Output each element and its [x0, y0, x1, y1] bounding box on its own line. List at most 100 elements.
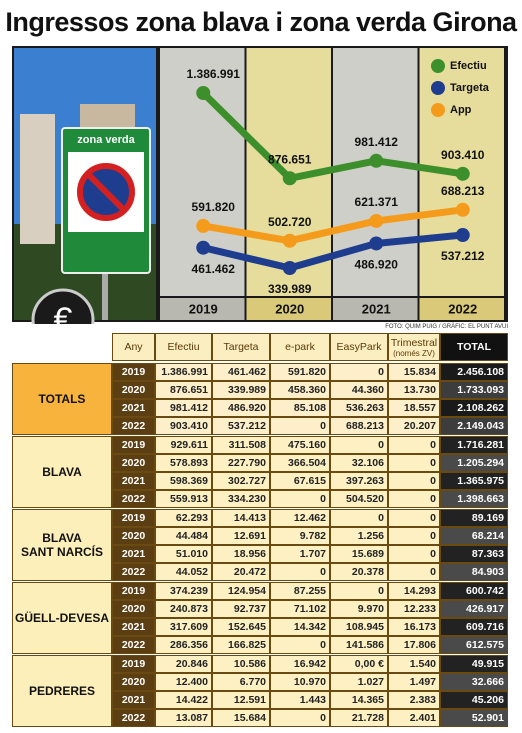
value-cell: 12.462 — [270, 509, 330, 527]
value-cell: 600.742 — [440, 582, 508, 600]
data-label: 981.412 — [355, 135, 399, 149]
value-cell: 14.293 — [388, 582, 440, 600]
value-cell: 20.378 — [330, 563, 388, 581]
x-label-band — [333, 298, 418, 320]
value-cell: 0 — [270, 563, 330, 581]
value-cell: 0 — [270, 490, 330, 508]
value-cell: 20.846 — [155, 655, 212, 673]
value-cell: 0 — [330, 363, 388, 381]
value-cell: 68.214 — [440, 527, 508, 545]
x-label-band — [419, 298, 504, 320]
value-cell: 1.733.093 — [440, 381, 508, 399]
value-cell: 317.609 — [155, 618, 212, 636]
value-cell: 20.472 — [212, 563, 270, 581]
header-cell: Targeta — [212, 333, 270, 361]
header-text: e-park — [285, 341, 315, 353]
value-cell: 9.782 — [270, 527, 330, 545]
value-cell: 0 — [388, 436, 440, 454]
value-cell: 10.586 — [212, 655, 270, 673]
value-cell: 21.728 — [330, 709, 388, 727]
x-label-band — [246, 298, 331, 320]
header-cell: TOTAL — [440, 333, 508, 361]
data-label: 688.213 — [441, 184, 485, 198]
group-name: BLAVA — [12, 436, 112, 508]
value-cell: 85.108 — [270, 399, 330, 417]
value-cell: 108.945 — [330, 618, 388, 636]
header-text: Efectiu — [167, 341, 200, 353]
point — [196, 86, 211, 100]
value-cell: 13.730 — [388, 381, 440, 399]
group: PEDRERES 2019 20.846 10.586 16.942 0,00 €1.54… — [12, 655, 508, 727]
table-row: 2020 44.484 12.691 9.782 1.256 0 68.214 — [112, 527, 508, 545]
point — [282, 261, 297, 275]
value-cell: 0,00 € — [330, 655, 388, 673]
year-cell: 2021 — [112, 545, 155, 563]
value-cell: 49.915 — [440, 655, 508, 673]
point — [282, 233, 297, 248]
year-cell: 2020 — [112, 381, 155, 399]
table-row: 2022 44.052 20.472 0 20.378 0 84.903 — [112, 563, 508, 581]
point — [196, 240, 211, 255]
table-row: 2020 12.400 6.770 10.970 1.027 1.497 32.666 — [112, 673, 508, 691]
table-row: 2019 1.386.991 461.462 591.820 0 15.834 2.456.… — [112, 363, 508, 381]
year-cell: 2019 — [112, 436, 155, 454]
point — [369, 236, 384, 251]
photo-building — [20, 114, 55, 244]
series-line — [200, 90, 464, 182]
value-cell: 16.173 — [388, 618, 440, 636]
value-cell: 1.365.975 — [440, 472, 508, 490]
value-cell: 0 — [330, 436, 388, 454]
data-label: 621.371 — [355, 195, 399, 209]
value-cell: 458.360 — [270, 381, 330, 399]
legend-label: Targeta — [450, 82, 490, 94]
x-tick-label: 2019 — [189, 301, 218, 316]
data-label: 339.989 — [268, 282, 312, 296]
group-rows: 2019 374.239 124.954 87.255 0 14.293 600.742 20… — [112, 582, 508, 654]
point — [196, 218, 211, 233]
value-cell: 1.707 — [270, 545, 330, 563]
table-row: 2019 374.239 124.954 87.255 0 14.293 600.742 — [112, 582, 508, 600]
year-cell: 2019 — [112, 655, 155, 673]
year-cell: 2020 — [112, 600, 155, 618]
year-cell: 2019 — [112, 582, 155, 600]
table-row: 2021 51.010 18.956 1.707 15.689 0 87.363 — [112, 545, 508, 563]
value-cell: 18.557 — [388, 399, 440, 417]
value-cell: 397.263 — [330, 472, 388, 490]
value-cell: 0 — [388, 472, 440, 490]
value-cell: 71.102 — [270, 600, 330, 618]
table-row: 2019 929.611 311.508 475.160 0 0 1.716.281 — [112, 436, 508, 454]
value-cell: 12.691 — [212, 527, 270, 545]
value-cell: 62.293 — [155, 509, 212, 527]
data-label: 537.212 — [441, 249, 485, 263]
table-row: 2019 20.846 10.586 16.942 0,00 €1.540 49.915 — [112, 655, 508, 673]
value-cell: 486.920 — [212, 399, 270, 417]
value-cell: 6.770 — [212, 673, 270, 691]
value-cell: 16.942 — [270, 655, 330, 673]
value-cell: 15.834 — [388, 363, 440, 381]
group-name: GÜELL-DEVESA — [12, 582, 112, 654]
group-rows: 2019 62.293 14.413 12.462 0 0 89.169 2020 44.484… — [112, 509, 508, 581]
value-cell: 504.520 — [330, 490, 388, 508]
point — [369, 213, 384, 228]
value-cell: 12.233 — [388, 600, 440, 618]
value-cell: 14.342 — [270, 618, 330, 636]
value-cell: 92.737 — [212, 600, 270, 618]
value-cell: 537.212 — [212, 417, 270, 435]
value-cell: 0 — [388, 563, 440, 581]
year-cell: 2022 — [112, 636, 155, 654]
table-row: 2020 578.893 227.790 366.504 32.106 0 1.205.29… — [112, 454, 508, 472]
value-cell: 311.508 — [212, 436, 270, 454]
value-cell: 1.205.294 — [440, 454, 508, 472]
value-cell: 876.651 — [155, 381, 212, 399]
value-cell: 15.689 — [330, 545, 388, 563]
data-label: 486.920 — [355, 258, 399, 272]
value-cell: 0 — [388, 545, 440, 563]
value-cell: 591.820 — [270, 363, 330, 381]
value-cell: 240.873 — [155, 600, 212, 618]
table-row: 2021 14.422 12.591 1.443 14.365 2.383 45.206 — [112, 691, 508, 709]
value-cell: 166.825 — [212, 636, 270, 654]
value-cell: 9.970 — [330, 600, 388, 618]
year-cell: 2021 — [112, 618, 155, 636]
value-cell: 598.369 — [155, 472, 212, 490]
value-cell: 44.052 — [155, 563, 212, 581]
